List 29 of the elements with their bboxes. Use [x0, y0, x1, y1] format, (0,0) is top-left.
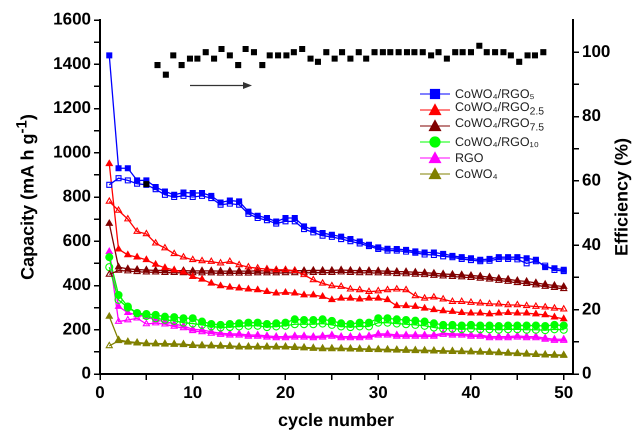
- x-axis-title: cycle number: [278, 410, 394, 431]
- y-tick-label: 1400: [53, 54, 91, 73]
- y2-tick-label: 60: [582, 170, 601, 190]
- y2-axis-title: Efficiency (%): [612, 138, 632, 256]
- legend-label: CoWO₄/RGO₅: [455, 86, 535, 102]
- x-tick-label: 30: [368, 382, 388, 402]
- legend-label: CoWO₄/RGO$_{2.5}$: [455, 100, 544, 118]
- y-tick-label: 800: [62, 186, 91, 206]
- y-tick-label: 400: [62, 275, 91, 294]
- x-tick-label: 0: [95, 382, 105, 402]
- y-tick-label: 200: [62, 319, 91, 338]
- legend-label: CoWO₄/RGO$_{7.5}$: [455, 116, 544, 136]
- y2-tick-label: 100: [582, 42, 610, 61]
- x-tick-label: 40: [462, 382, 480, 402]
- legend-label: CoWO₄: [455, 166, 498, 182]
- y-tick-label: 1200: [53, 98, 91, 118]
- y-tick-label: 600: [62, 230, 91, 250]
- legend-label: RGO: [455, 150, 484, 166]
- y2-tick-label: 40: [582, 234, 601, 254]
- legend-label: CoWO₄/RGO₁₀: [455, 134, 539, 150]
- x-tick-label: 50: [554, 382, 574, 402]
- y-tick-label: 1600: [53, 10, 91, 29]
- y2-tick-label: 0: [582, 364, 592, 383]
- y2-tick-label: 80: [582, 106, 601, 126]
- x-tick-label: 10: [183, 382, 202, 402]
- y-tick-label: 1000: [53, 142, 91, 162]
- x-tick-label: 20: [276, 382, 295, 402]
- y-tick-label: 0: [82, 364, 91, 383]
- y2-tick-label: 20: [582, 299, 601, 318]
